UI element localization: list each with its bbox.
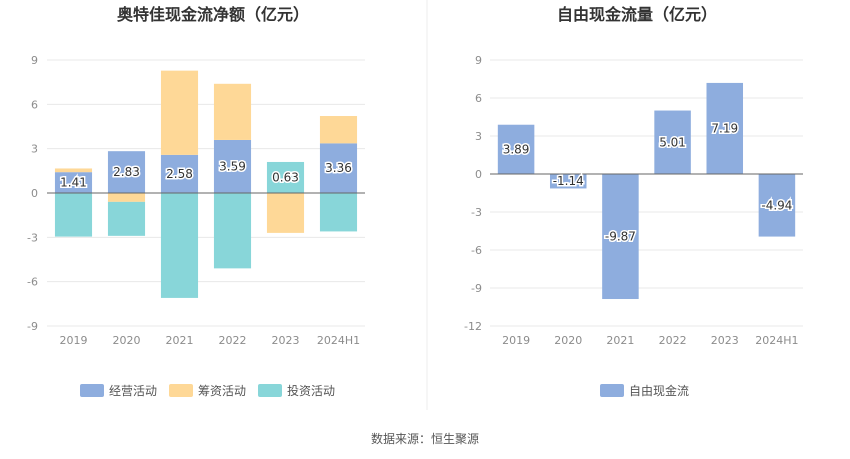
legend-swatch-free_cash_flow[interactable] bbox=[600, 384, 624, 397]
bar-financing-2020 bbox=[107, 193, 146, 202]
data-label: 7.19 bbox=[711, 121, 738, 135]
x-tick-label: 2021 bbox=[606, 334, 634, 347]
data-label: 2.83 bbox=[113, 165, 140, 179]
x-tick-label: 2023 bbox=[272, 334, 300, 347]
bar-financing-2021 bbox=[160, 70, 199, 155]
bar-investing-2022 bbox=[213, 193, 252, 269]
x-tick-label: 2019 bbox=[60, 334, 88, 347]
bar-free_cash_flow-2020 bbox=[549, 174, 587, 189]
x-tick-label: 2023 bbox=[711, 334, 739, 347]
data-label: 3.59 bbox=[219, 159, 246, 173]
y-tick-label: -6 bbox=[471, 244, 482, 257]
bar-free_cash_flow-2021 bbox=[602, 174, 639, 300]
bar-financing-2024H1 bbox=[319, 116, 358, 144]
x-tick-label: 2020 bbox=[113, 334, 141, 347]
chart2-x-axis: 2019 2020 2021 2022 2023 2024H1 bbox=[502, 334, 798, 347]
chart1-title: 奥特佳现金流净额（亿元） bbox=[117, 5, 309, 24]
data-label: 2.58 bbox=[166, 167, 193, 181]
legend-label-investing[interactable]: 投资活动 bbox=[287, 383, 335, 398]
bar-operating-2024H1 bbox=[319, 143, 358, 193]
y-tick-label: -3 bbox=[27, 231, 38, 244]
y-tick-label: -12 bbox=[464, 320, 482, 333]
chart1-bars bbox=[54, 70, 358, 298]
y-tick-label: 3 bbox=[31, 143, 38, 156]
x-tick-label: 2024H1 bbox=[755, 334, 798, 347]
y-tick-label: -6 bbox=[27, 276, 38, 289]
y-tick-label: 6 bbox=[31, 98, 38, 111]
bar-free_cash_flow-2023 bbox=[706, 82, 744, 174]
bar-free_cash_flow-2022 bbox=[654, 110, 691, 174]
bar-free_cash_flow-2019 bbox=[497, 124, 535, 174]
y-tick-label: 9 bbox=[475, 54, 482, 67]
chart2-data-labels: 3.89 -1.14 -9.87 5.01 7.19 -4.94 bbox=[501, 120, 794, 245]
x-tick-label: 2019 bbox=[502, 334, 530, 347]
chart2-title: 自由现金流量（亿元） bbox=[557, 5, 717, 24]
y-tick-label: -9 bbox=[27, 320, 38, 333]
bar-free_cash_flow-2024H1 bbox=[758, 174, 796, 237]
chart2-gridlines bbox=[490, 59, 803, 327]
bar-operating-2020 bbox=[107, 151, 146, 193]
data-label: -9.87 bbox=[605, 230, 636, 244]
chart1-gridlines bbox=[47, 59, 365, 327]
free-cash-flow-chart: 自由现金流量（亿元） 9 6 3 0 -3 -6 -9 -12 3.89 -1.14 -9.87 5… bbox=[464, 5, 803, 398]
bar-investing-2024H1 bbox=[319, 193, 358, 232]
bar-financing-2019 bbox=[54, 168, 93, 173]
y-tick-label: -9 bbox=[471, 282, 482, 295]
data-source-note: 数据来源：恒生聚源 bbox=[371, 431, 479, 446]
legend-swatch-investing[interactable] bbox=[258, 384, 282, 397]
x-tick-label: 2022 bbox=[659, 334, 687, 347]
legend-swatch-financing[interactable] bbox=[169, 384, 193, 397]
chart2-bars bbox=[497, 82, 796, 300]
chart1-legend: 经营活动 筹资活动 投资活动 bbox=[80, 383, 335, 398]
y-tick-label: -3 bbox=[471, 206, 482, 219]
data-label: 5.01 bbox=[659, 135, 686, 149]
bar-financing-2023 bbox=[266, 193, 305, 233]
data-label: 3.36 bbox=[325, 161, 352, 175]
chart1-data-labels: 1.41 2.83 2.58 3.59 3.36 0.63 bbox=[59, 158, 354, 191]
legend-label-financing[interactable]: 筹资活动 bbox=[198, 384, 246, 398]
data-label: -4.94 bbox=[761, 198, 792, 212]
legend-label-free_cash_flow[interactable]: 自由现金流 bbox=[629, 383, 689, 398]
x-tick-label: 2024H1 bbox=[317, 334, 360, 347]
y-tick-label: 3 bbox=[475, 130, 482, 143]
chart2-y-axis: 9 6 3 0 -3 -6 -9 -12 bbox=[464, 54, 482, 333]
y-tick-label: 0 bbox=[31, 187, 38, 200]
legend-label-operating[interactable]: 经营活动 bbox=[109, 384, 157, 398]
y-tick-label: 0 bbox=[475, 168, 482, 181]
chart1-x-axis: 2019 2020 2021 2022 2023 2024H1 bbox=[60, 334, 361, 347]
legend-swatch-operating[interactable] bbox=[80, 384, 104, 397]
bar-operating-2021 bbox=[160, 154, 199, 193]
bar-investing-2021 bbox=[160, 193, 199, 298]
data-label: -1.14 bbox=[553, 174, 584, 188]
chart2-legend: 自由现金流 bbox=[600, 383, 689, 398]
bar-financing-2022 bbox=[213, 83, 252, 140]
x-tick-label: 2020 bbox=[554, 334, 582, 347]
y-tick-label: 9 bbox=[31, 54, 38, 67]
cash-flow-net-chart: 奥特佳现金流净额（亿元） 9 6 3 0 -3 -6 -9 1.41 2.83 2.58 3.59… bbox=[27, 5, 365, 398]
data-label: 1.41 bbox=[60, 176, 87, 190]
bar-investing-2023 bbox=[266, 161, 305, 193]
x-tick-label: 2021 bbox=[166, 334, 194, 347]
y-tick-label: 6 bbox=[475, 92, 482, 105]
data-label: 0.63 bbox=[272, 170, 299, 184]
bar-investing-2019 bbox=[54, 193, 93, 237]
data-label: 3.89 bbox=[503, 142, 530, 156]
x-tick-label: 2022 bbox=[219, 334, 247, 347]
chart1-y-axis: 9 6 3 0 -3 -6 -9 bbox=[27, 54, 38, 333]
bar-operating-2022 bbox=[213, 139, 252, 193]
bar-operating-2019 bbox=[54, 172, 93, 193]
bar-investing-2020 bbox=[107, 201, 146, 236]
